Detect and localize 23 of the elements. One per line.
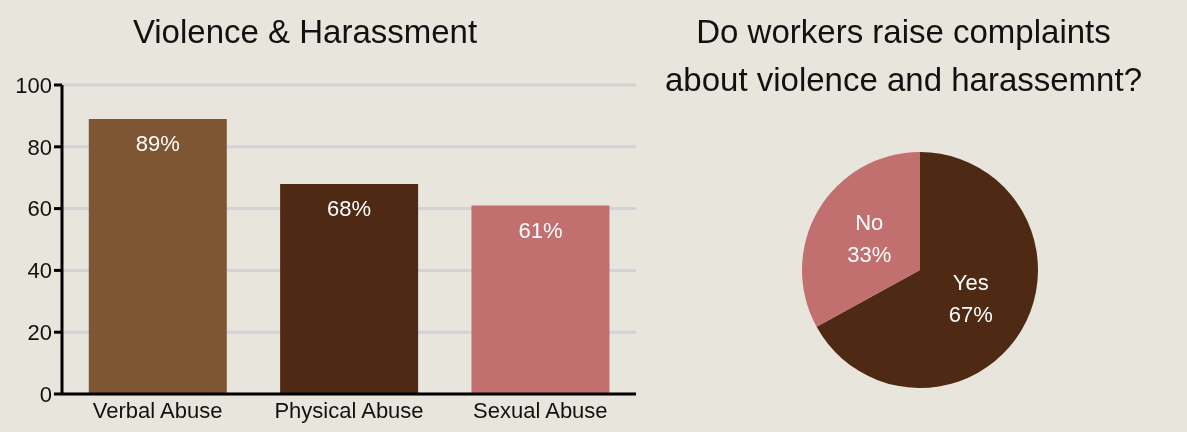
y-tick-label: 40 <box>27 258 52 284</box>
pie-slice <box>816 152 1038 388</box>
y-tick-label: 0 <box>39 381 52 407</box>
bar <box>471 205 610 394</box>
slice-label: Yes <box>952 270 989 296</box>
chart-title: Do workers raise complaints about violence and harassemnt? <box>664 12 1143 100</box>
bar <box>88 118 227 394</box>
data-label: 67% <box>948 302 993 328</box>
x-tick-label: Sexual Abuse <box>473 397 608 423</box>
data-label: 89% <box>135 130 180 156</box>
x-tick-label: Physical Abuse <box>274 397 424 423</box>
y-tick-label: 60 <box>27 196 52 222</box>
slice-label: No <box>855 209 884 235</box>
bar <box>280 183 419 394</box>
data-label: 61% <box>518 217 563 243</box>
pie-slice <box>802 152 920 327</box>
data-label: 33% <box>847 241 892 267</box>
y-tick-label: 100 <box>15 72 52 98</box>
x-tick-label: Verbal Abuse <box>92 397 223 423</box>
chart-title: Violence & Harassment <box>131 12 479 52</box>
y-tick-label: 80 <box>27 134 52 160</box>
y-tick-label: 20 <box>27 320 52 346</box>
data-label: 68% <box>327 195 372 221</box>
